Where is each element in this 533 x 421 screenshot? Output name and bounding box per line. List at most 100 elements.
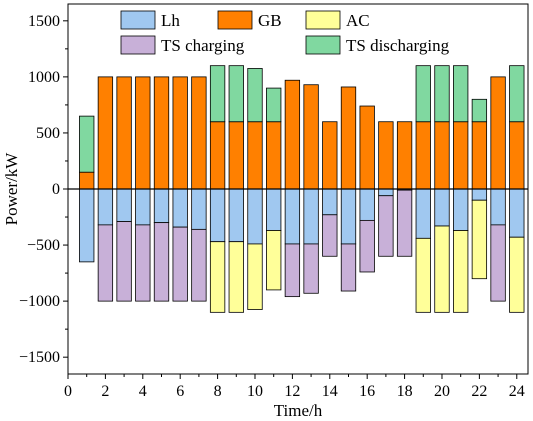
bar-gb-6 <box>172 76 188 190</box>
bar-lh-16 <box>359 188 375 221</box>
bar-gb-1 <box>79 171 95 190</box>
bar-lh-20 <box>434 188 450 227</box>
y-tick-label-1000: 1000 <box>28 69 60 86</box>
bar-lh-13 <box>303 188 319 245</box>
bar-ts-charging-7 <box>191 228 207 302</box>
bar-lh-11 <box>266 188 282 231</box>
bar-gb-18 <box>396 121 413 190</box>
x-tick-label-16: 16 <box>359 383 375 400</box>
bar-ts-charging-23 <box>490 224 506 302</box>
bar-ac-22 <box>471 199 488 280</box>
bar-ts-charging-3 <box>116 221 132 302</box>
y-tick-label--500: −500 <box>27 237 60 254</box>
legend-label-ts-discharging: TS discharging <box>346 36 450 55</box>
bar-lh-22 <box>471 188 488 201</box>
bar-lh-6 <box>172 188 188 228</box>
x-tick-label-14: 14 <box>322 383 338 400</box>
bar-ts-charging-2 <box>97 224 114 302</box>
bar-lh-12 <box>284 188 301 245</box>
bar-lh-9 <box>228 188 244 243</box>
bar-lh-15 <box>340 188 357 245</box>
legend-label-ts-charging: TS charging <box>161 36 245 55</box>
legend-label-ac: AC <box>346 11 370 30</box>
bar-gb-16 <box>359 105 375 190</box>
bar-ts-discharging-11 <box>266 87 282 123</box>
x-tick-label-0: 0 <box>64 383 72 400</box>
bars-layer <box>79 65 525 313</box>
bar-gb-3 <box>116 76 132 190</box>
bar-ac-21 <box>453 230 469 313</box>
bar-lh-10 <box>247 188 263 245</box>
bar-gb-13 <box>303 84 319 190</box>
bar-ts-charging-12 <box>284 243 301 298</box>
bar-ts-charging-6 <box>172 226 188 302</box>
x-axis-title: Time/h <box>274 401 323 420</box>
x-tick-label-2: 2 <box>101 383 109 400</box>
legend-label-gb: GB <box>258 11 282 30</box>
bar-gb-5 <box>153 76 170 190</box>
x-tick-label-20: 20 <box>434 383 450 400</box>
bar-ts-discharging-24 <box>509 65 525 123</box>
y-tick-label-500: 500 <box>36 125 60 142</box>
legend-label-lh: Lh <box>161 11 180 30</box>
bar-gb-14 <box>322 121 338 190</box>
bar-ts-discharging-19 <box>415 65 431 123</box>
bar-lh-21 <box>453 188 469 231</box>
x-tick-label-24: 24 <box>509 383 525 400</box>
bar-lh-7 <box>191 188 207 230</box>
y-tick-label--1500: −1500 <box>19 349 60 366</box>
bar-ac-9 <box>228 241 244 313</box>
x-tick-label-22: 22 <box>471 383 487 400</box>
bar-gb-17 <box>378 121 394 190</box>
bar-ts-charging-5 <box>153 222 170 302</box>
bar-lh-17 <box>378 188 394 197</box>
bar-gb-9 <box>228 121 244 190</box>
bar-lh-14 <box>322 188 338 216</box>
legend-swatch-ts-charging <box>120 35 156 55</box>
bar-lh-8 <box>209 188 226 243</box>
legend-swatch-ac <box>305 10 341 30</box>
bar-gb-21 <box>453 121 469 190</box>
bar-ts-charging-18 <box>396 189 413 257</box>
bar-gb-8 <box>209 121 226 190</box>
bar-gb-24 <box>509 121 525 190</box>
bar-ts-discharging-1 <box>79 115 95 173</box>
y-axis-title: Power/kW <box>2 152 21 226</box>
bar-lh-23 <box>490 188 506 226</box>
bar-gb-10 <box>247 121 263 190</box>
x-tick-label-12: 12 <box>284 383 300 400</box>
bar-ts-discharging-20 <box>434 65 450 123</box>
x-tick-label-18: 18 <box>397 383 413 400</box>
bar-ac-19 <box>415 237 431 313</box>
bar-lh-1 <box>79 188 95 263</box>
bar-ts-discharging-10 <box>247 68 263 123</box>
legend-swatch-gb <box>217 10 253 30</box>
bar-gb-19 <box>415 121 431 190</box>
bar-ts-discharging-22 <box>471 98 488 123</box>
bar-lh-4 <box>135 188 151 226</box>
x-tick-label-6: 6 <box>176 383 184 400</box>
y-tick-label-1500: 1500 <box>28 13 60 30</box>
x-tick-label-10: 10 <box>247 383 263 400</box>
bar-lh-19 <box>415 188 431 239</box>
legend-swatch-ts-discharging <box>305 35 341 55</box>
bar-lh-2 <box>97 188 114 226</box>
bar-ts-charging-14 <box>322 214 338 257</box>
bar-gb-12 <box>284 79 301 190</box>
x-tick-label-4: 4 <box>139 383 147 400</box>
x-tick-label-8: 8 <box>214 383 222 400</box>
bar-lh-5 <box>153 188 170 224</box>
bar-gb-11 <box>266 121 282 190</box>
bar-lh-24 <box>509 188 525 238</box>
legend-swatch-lh <box>120 10 156 30</box>
bar-ts-charging-4 <box>135 224 151 302</box>
plot-frame <box>67 3 529 375</box>
bar-ts-discharging-8 <box>209 65 226 123</box>
bar-ts-discharging-21 <box>453 65 469 123</box>
y-tick-label--1000: −1000 <box>19 293 60 310</box>
bar-gb-15 <box>340 86 357 190</box>
bar-ts-charging-13 <box>303 243 319 294</box>
bar-gb-23 <box>490 76 506 190</box>
bar-gb-20 <box>434 121 450 190</box>
